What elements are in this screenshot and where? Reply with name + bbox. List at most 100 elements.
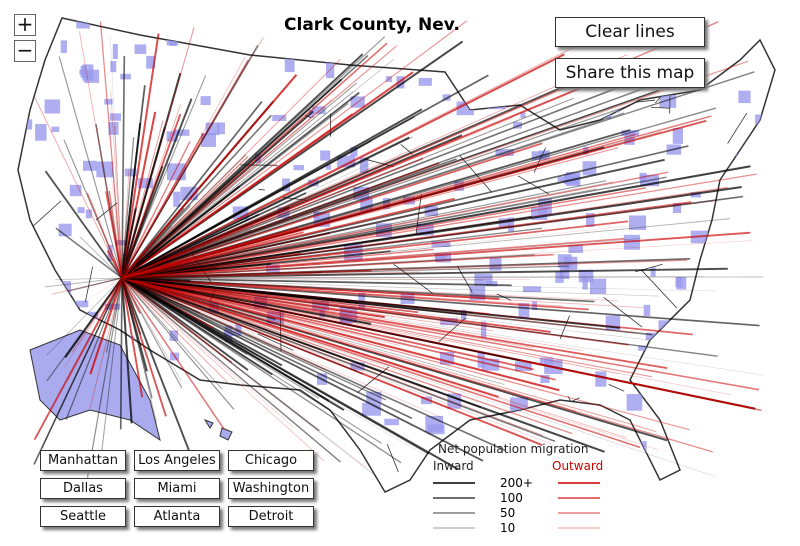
county-patch	[673, 416, 693, 433]
legend-level: 100	[500, 491, 523, 505]
migration-line	[44, 170, 123, 279]
county-patch	[82, 160, 97, 171]
county-patch	[120, 73, 131, 80]
share-button[interactable]: Share this map	[555, 58, 705, 88]
migration-line	[121, 58, 342, 279]
county-patch	[721, 341, 729, 349]
migration-line	[55, 277, 123, 280]
county-patch	[568, 245, 584, 253]
migration-line	[121, 158, 457, 279]
migration-line	[121, 154, 247, 279]
county-patch	[60, 40, 67, 53]
migration-line	[110, 167, 123, 279]
state-border	[617, 474, 627, 483]
county-patch	[138, 178, 153, 189]
migration-line	[121, 277, 364, 375]
county-patch	[325, 164, 331, 170]
county-patch	[366, 391, 382, 403]
county-patch	[626, 394, 643, 411]
county-patch	[726, 272, 740, 287]
migration-line	[121, 82, 358, 279]
migration-line	[121, 223, 407, 279]
county-patch	[557, 254, 572, 268]
zoom-out[interactable]: −	[14, 40, 36, 62]
state-border	[95, 202, 118, 221]
city-button[interactable]: Chicago	[228, 450, 314, 471]
migration-line	[121, 231, 751, 279]
migration-line	[121, 100, 263, 279]
migration-line	[121, 175, 320, 279]
state-border	[489, 18, 496, 28]
county-patch	[650, 267, 656, 277]
county-patch	[69, 312, 81, 319]
city-button[interactable]: Miami	[134, 478, 220, 499]
migration-line	[121, 20, 468, 279]
hawaii	[203, 419, 233, 441]
migration-line	[105, 277, 123, 353]
migration-line	[121, 78, 343, 279]
state-border	[730, 435, 752, 437]
migration-line	[121, 165, 164, 279]
migration-line	[121, 277, 595, 303]
migration-line	[121, 43, 581, 279]
state-border	[559, 315, 570, 339]
county-patch	[312, 301, 329, 311]
migration-line	[121, 276, 560, 392]
title: Clark County, Nev.	[284, 15, 460, 35]
migration-line	[121, 104, 181, 279]
county-patch	[277, 207, 290, 219]
city-button[interactable]: Washington	[228, 478, 314, 499]
migration-line	[121, 277, 577, 412]
migration-line	[121, 217, 152, 279]
county-patch	[483, 27, 501, 40]
migration-line	[121, 277, 294, 428]
migration-line	[121, 277, 641, 449]
city-button[interactable]: Seattle	[40, 506, 126, 527]
migration-line	[121, 276, 359, 305]
city-button[interactable]: Detroit	[228, 506, 314, 527]
county-patch	[531, 465, 550, 481]
city-button[interactable]: Atlanta	[134, 506, 220, 527]
county-patch	[308, 179, 319, 187]
migration-line	[121, 277, 573, 435]
county-patch	[416, 223, 434, 236]
county-patch	[420, 396, 433, 405]
clear-lines-button[interactable]: Clear lines	[555, 17, 705, 47]
migration-line	[121, 85, 146, 279]
zoom-in[interactable]: +	[14, 14, 36, 36]
city-button[interactable]: Manhattan	[40, 450, 126, 471]
county-patch	[266, 264, 280, 273]
migration-line	[64, 277, 123, 358]
county-patch	[732, 388, 747, 401]
migration-line	[121, 275, 704, 279]
county-patch	[146, 55, 156, 69]
county-patch	[71, 300, 89, 308]
county-patch	[112, 44, 118, 60]
county-patch	[658, 320, 678, 329]
migration-line	[110, 36, 123, 279]
county-patch	[702, 391, 710, 403]
migration-line	[121, 277, 320, 432]
county-patch	[621, 130, 640, 136]
migration-line	[121, 267, 728, 279]
migration-line	[121, 277, 325, 462]
migration-line	[121, 197, 455, 279]
migration-line	[121, 277, 153, 399]
county-patch	[169, 330, 179, 341]
county-patch	[418, 77, 432, 86]
migration-line	[121, 277, 195, 462]
county-patch	[109, 113, 122, 121]
county-patch	[190, 404, 202, 422]
county-patch	[608, 423, 615, 439]
county-patch	[96, 161, 114, 178]
city-button[interactable]: Dallas	[40, 478, 126, 499]
county-patch	[328, 463, 346, 480]
county-patch	[53, 302, 62, 315]
migration-line	[121, 79, 638, 279]
city-button[interactable]: Los Angeles	[134, 450, 220, 471]
county-patch	[663, 331, 676, 348]
migration-line	[110, 91, 123, 279]
county-patch	[217, 122, 225, 135]
county-patch	[508, 66, 517, 75]
